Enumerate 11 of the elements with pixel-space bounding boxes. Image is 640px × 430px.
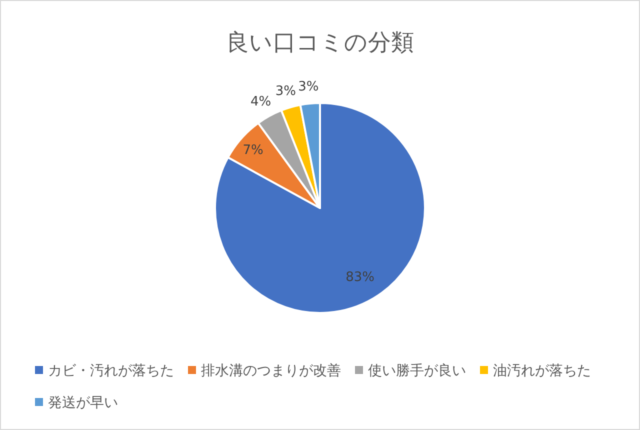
data-label: 3% (298, 80, 319, 95)
data-label: 83% (346, 270, 375, 285)
data-label: 4% (250, 94, 272, 110)
legend-label: 油汚れが落ちた (493, 363, 591, 379)
data-label: 7% (242, 142, 264, 158)
legend-label: 使い勝手が良い (368, 363, 466, 379)
legend-label: 発送が早い (48, 395, 118, 411)
legend-label: 排水溝のつまりが改善 (201, 362, 341, 379)
chart-title: 良い口コミの分類 (226, 30, 414, 56)
legend-label: カビ・汚れが落ちた (48, 363, 174, 379)
data-label: 3% (275, 84, 296, 100)
